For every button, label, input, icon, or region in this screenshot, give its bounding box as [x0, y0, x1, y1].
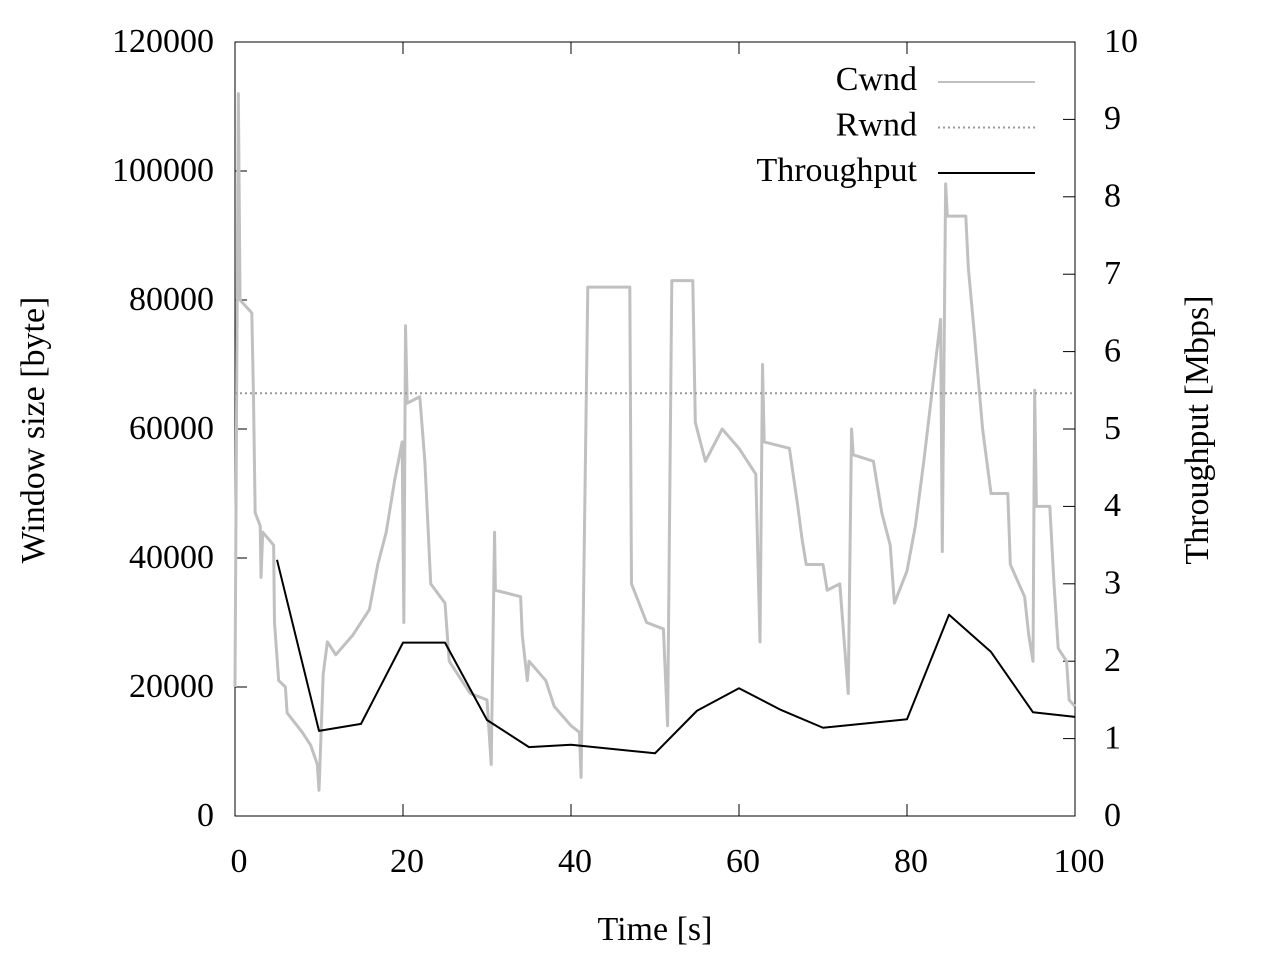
y-tick-label: 120000	[112, 23, 214, 60]
x-axis-title: Time [s]	[598, 911, 713, 948]
x-tick-label: 80	[894, 843, 928, 880]
x-tick-label: 20	[390, 843, 424, 880]
series-line	[276, 559, 1076, 755]
y2-tick-label: 7	[1104, 255, 1121, 292]
y-tick-label: 100000	[112, 152, 214, 189]
y2-tick-label: 1	[1104, 719, 1121, 756]
legend-label: Rwnd	[836, 106, 917, 143]
x-tick-label: 40	[558, 843, 592, 880]
y2-tick-label: 6	[1104, 332, 1121, 369]
x-tick-label: 60	[726, 843, 760, 880]
legend-label: Throughput	[756, 152, 917, 189]
y-tick-label: 80000	[129, 281, 214, 318]
y2-tick-label: 5	[1104, 410, 1121, 447]
legend-label: Cwnd	[836, 61, 917, 98]
y2-tick-label: 4	[1104, 487, 1121, 524]
y2-tick-label: 0	[1104, 797, 1121, 834]
y2-tick-label: 9	[1104, 100, 1121, 137]
y2-tick-label: 10	[1104, 23, 1138, 60]
plot-frame	[234, 41, 1076, 817]
y-axis-title: Window size [byte]	[15, 297, 52, 564]
y2-tick-label: 3	[1104, 565, 1121, 602]
y-tick-label: 40000	[129, 539, 214, 576]
y2-tick-label: 2	[1104, 642, 1121, 679]
y-tick-label: 60000	[129, 410, 214, 447]
x-tick-label: 100	[1054, 843, 1105, 880]
y2-axis-title: Throughput [Mbps]	[1179, 295, 1216, 564]
series-line	[233, 92, 1077, 792]
y-tick-label: 0	[197, 797, 214, 834]
y-tick-label: 20000	[129, 668, 214, 705]
y2-tick-label: 8	[1104, 178, 1121, 215]
x-tick-label: 0	[231, 843, 248, 880]
